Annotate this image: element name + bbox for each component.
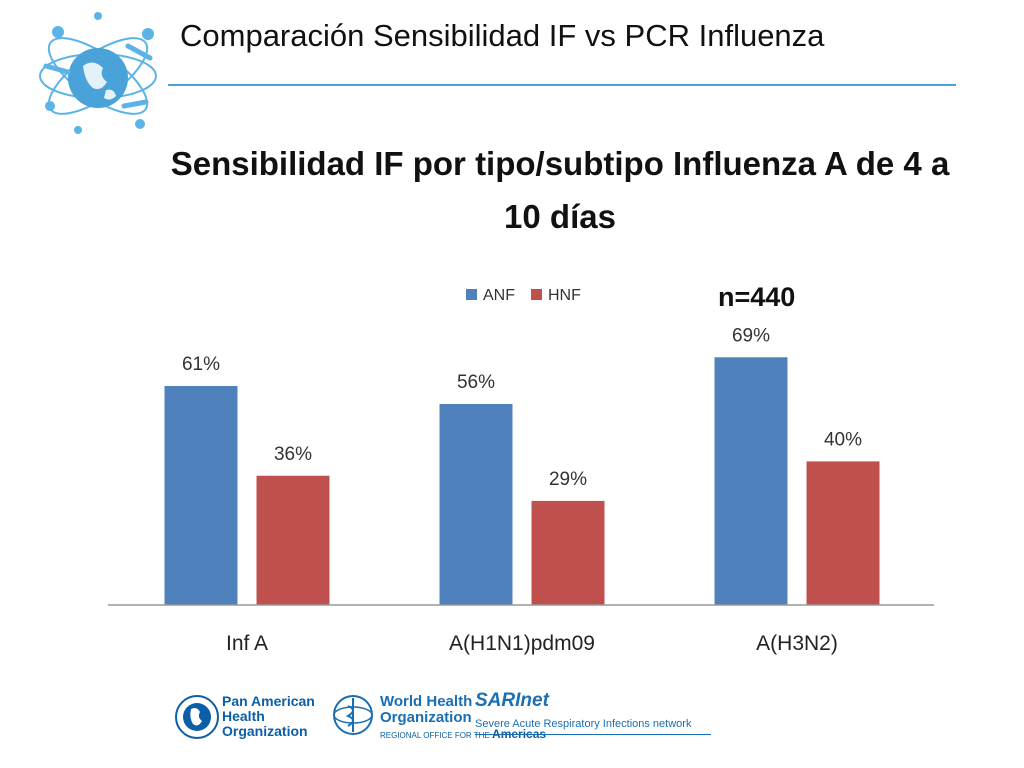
bar-anf-0 <box>164 386 238 605</box>
data-label-anf-0: 61% <box>182 354 220 375</box>
sarinet-divider <box>475 734 711 735</box>
slide-title: Comparación Sensibilidad IF vs PCR Influ… <box>180 18 825 53</box>
sensitivity-bar-chart: Sensibilidad IF por tipo/subtipo Influen… <box>108 145 950 655</box>
sarinet-subtitle: Severe Acute Respiratory Infections netw… <box>475 718 692 730</box>
category-label-2: A(H3N2) <box>756 632 838 655</box>
data-label-anf-1: 56% <box>457 372 495 393</box>
category-label-0: Inf A <box>226 632 268 655</box>
title-divider <box>168 84 956 86</box>
sarinet-title: SARInet <box>475 690 549 711</box>
bar-hnf-0 <box>256 475 330 605</box>
chart-title-line-1: Sensibilidad IF por tipo/subtipo Influen… <box>171 145 950 182</box>
category-label-1: A(H1N1)pdm09 <box>449 632 595 655</box>
paho-name: Pan American Health Organization <box>222 693 315 739</box>
legend-label-hnf: HNF <box>548 287 581 304</box>
who-regional-label: REGIONAL OFFICE FOR THE <box>380 731 490 740</box>
footer-logos: Pan American Health Organization World H… <box>170 690 730 754</box>
chart-legend: ANF HNF <box>466 287 581 304</box>
data-label-anf-2: 69% <box>732 325 770 346</box>
bar-anf-1 <box>439 403 513 605</box>
data-label-hnf-0: 36% <box>274 444 312 465</box>
who-name: World Health Organization REGIONAL OFFIC… <box>380 693 547 742</box>
who-emblem-icon <box>333 695 373 735</box>
data-label-hnf-2: 40% <box>824 429 862 450</box>
legend-swatch-hnf <box>531 289 542 300</box>
legend-swatch-anf <box>466 289 477 300</box>
bar-hnf-2 <box>806 461 880 605</box>
data-label-hnf-1: 29% <box>549 469 587 490</box>
header-globe-logo <box>39 12 157 134</box>
chart-title-line-2: 10 días <box>504 198 616 235</box>
legend-label-anf: ANF <box>483 287 515 304</box>
sample-size-annotation: n=440 <box>718 282 795 312</box>
category-labels: Inf A A(H1N1)pdm09 A(H3N2) <box>226 632 838 655</box>
paho-emblem-icon <box>175 695 219 739</box>
bars-group: 61% 36% 56% 29% 69% 40% <box>164 325 880 605</box>
bar-hnf-1 <box>531 500 605 605</box>
bar-anf-2 <box>714 357 788 605</box>
